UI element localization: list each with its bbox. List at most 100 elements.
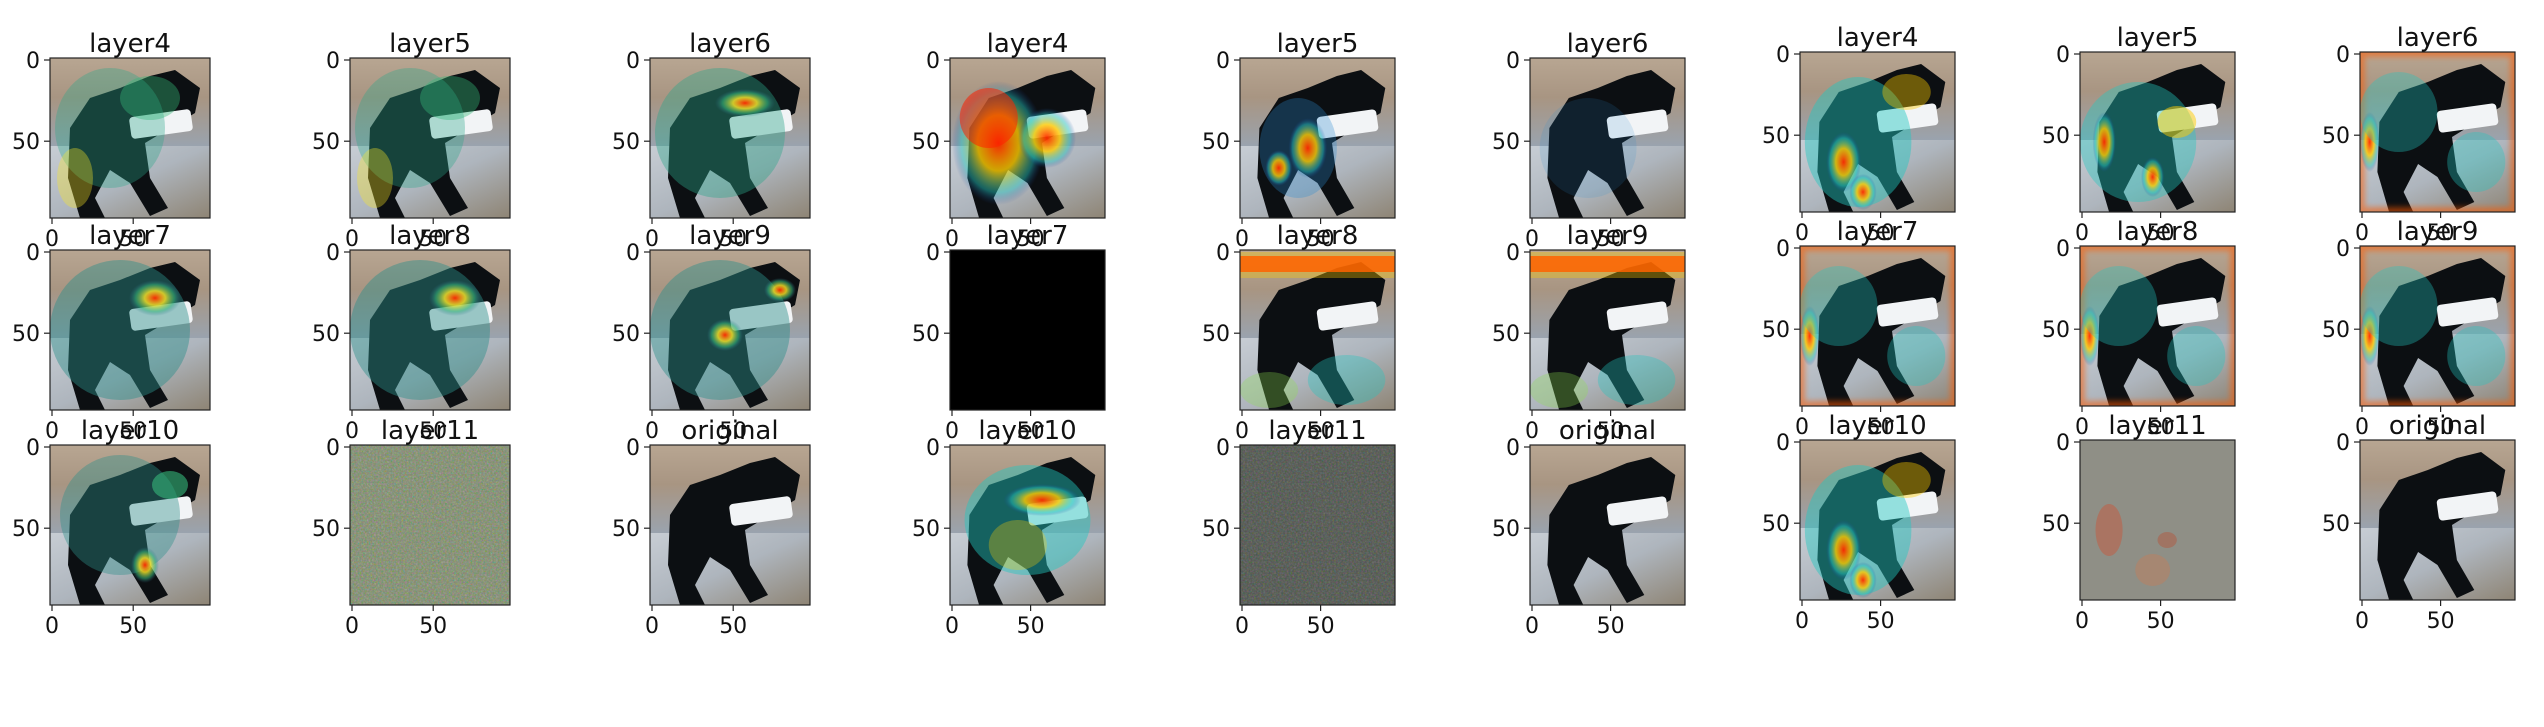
panel-title: original [1559,416,1656,446]
activation-overlay [1540,98,1637,198]
heat-blob [707,319,743,351]
panel-title: layer7 [987,221,1069,251]
panel-layer10: layer10 0 50 0 50 [1762,411,1955,634]
x-tick-label: 50 [119,614,147,639]
y-tick-label: 0 [626,436,640,461]
y-tick-label: 0 [26,436,40,461]
panel-layer5: layer50500 50 [312,29,510,252]
panel-title: layer4 [1837,23,1919,53]
heat-blob [1849,174,1876,210]
x-tick-label: 0 [645,614,659,639]
y-tick-label: 50 [612,322,640,347]
y-tick-label: 50 [2042,318,2070,343]
panel-title: layer5 [389,29,471,59]
heat-blob [1887,326,1945,386]
x-tick-label: 0 [1795,609,1809,634]
x-tick-label: 0 [2355,221,2369,246]
x-tick-label: 0 [645,419,659,444]
y-tick-label: 0 [2056,43,2070,68]
panel-layer5: layer50500 50 [2042,23,2235,246]
heat-blob [2158,532,2177,548]
heat-blob [1265,150,1292,186]
panel-layer9: layer9 0 50 0 50 [612,221,810,444]
panel-layer11: layer11 0 50 0 50 [1202,416,1395,639]
y-tick-label: 50 [312,517,340,542]
x-tick-label: 0 [2355,609,2369,634]
y-tick-label: 50 [1492,322,1520,347]
panel-layer4: layer4 0 50 0 50 [1762,23,1955,246]
heat-blob [120,76,180,120]
panel-layer10: layer10 0 50 0 50 [912,416,1105,639]
y-tick-label: 50 [1762,512,1790,537]
heat-blob [1800,266,1878,346]
x-tick-label: 0 [1235,419,1249,444]
y-tick-label: 50 [912,517,940,542]
x-tick-label: 50 [2427,609,2455,634]
heat-blob [1849,562,1876,598]
y-tick-label: 50 [2042,512,2070,537]
x-tick-label: 0 [1795,221,1809,246]
x-tick-label: 50 [719,614,747,639]
x-tick-label: 0 [345,419,359,444]
activation-overlay [350,260,490,400]
x-tick-label: 0 [345,227,359,252]
y-tick-label: 0 [2336,43,2350,68]
panel-layer11: layer11 0 50 0 50 [312,416,510,639]
heat-blob [2096,504,2123,556]
heat-blob [1540,98,1637,198]
y-tick-label: 0 [26,241,40,266]
y-tick-label: 50 [912,130,940,155]
x-tick-label: 50 [1307,614,1335,639]
top-band-glow [1240,252,1395,278]
heat-blob [2080,266,2158,346]
y-tick-label: 0 [1776,431,1790,456]
heat-blob [1882,74,1930,110]
y-tick-label: 0 [326,241,340,266]
x-tick-label: 0 [945,614,959,639]
panel-title: layer5 [2117,23,2199,53]
panel-layer9: layer9 0 50 0 50 [2322,217,2515,440]
panel-title: layer6 [689,29,771,59]
y-tick-label: 50 [2042,124,2070,149]
heat-blob [2141,157,2164,197]
panel-title: layer4 [987,29,1069,59]
x-tick-label: 0 [45,614,59,639]
heat-blob [1598,355,1676,405]
activation-overlay [350,445,510,605]
x-tick-label: 0 [945,227,959,252]
x-tick-label: 0 [45,419,59,444]
noise-texture [1240,445,1395,605]
panel-layer7: layer7 0 50 0 50 [1762,217,1955,440]
x-tick-label: 50 [1017,614,1045,639]
panel-original: original 0 50 0 50 [612,416,810,639]
activation-overlay [950,250,1105,410]
y-tick-label: 50 [912,322,940,347]
panel-title: original [681,416,778,446]
panel-title: layer9 [2397,217,2479,247]
panel-title: layer4 [89,29,171,59]
y-tick-label: 0 [1776,43,1790,68]
panel-title: layer6 [2397,23,2479,53]
y-tick-label: 50 [1202,130,1230,155]
heat-blob [429,280,481,316]
panel-layer9: layer9 0 50 0 50 [1492,221,1685,444]
y-tick-label: 0 [1216,49,1230,74]
heat-blob [1240,372,1298,408]
panel-title: layer9 [1567,221,1649,251]
panel-title: layer10 [1828,411,1926,441]
y-tick-label: 50 [1202,517,1230,542]
heat-blob [655,68,785,198]
y-tick-label: 0 [2056,431,2070,456]
heat-blob [2360,266,2438,346]
x-tick-label: 0 [1235,227,1249,252]
y-tick-label: 0 [326,49,340,74]
panel-title: layer11 [2108,411,2206,441]
x-tick-label: 0 [345,614,359,639]
heat-blob [764,278,796,302]
x-tick-label: 0 [1795,415,1809,440]
x-tick-label: 0 [1235,614,1249,639]
heat-blob [131,547,159,583]
